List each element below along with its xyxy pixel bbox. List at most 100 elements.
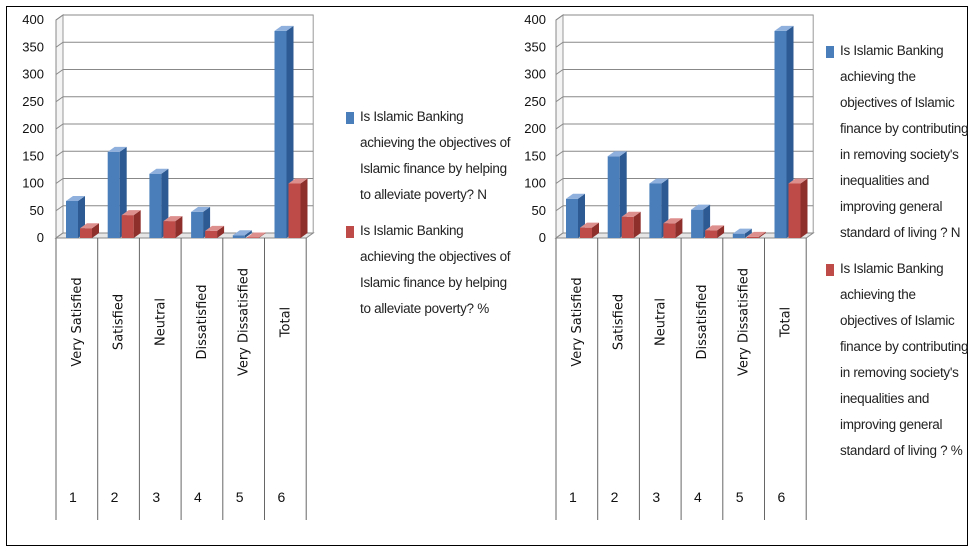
bar-pct: [705, 225, 725, 238]
legend-right: Is Islamic Banking achieving the objecti…: [826, 38, 976, 470]
bar-pct: [205, 225, 225, 238]
bar-n-front: [732, 233, 745, 238]
bar-n-front: [232, 235, 245, 238]
x-category-label: Neutral: [653, 298, 668, 346]
bar-n: [774, 25, 794, 239]
x-index-label: 2: [111, 489, 119, 505]
x-index-label: 1: [69, 489, 77, 505]
y-tick-label: 50: [30, 203, 44, 218]
bar-n-side: [244, 230, 252, 238]
y-tick-label: 400: [22, 12, 44, 27]
bar-n-front: [191, 211, 204, 238]
bar-pct-front: [663, 223, 676, 238]
bar-pct-side: [633, 211, 641, 238]
bar-pct-top: [788, 178, 808, 184]
bar-pct-front: [205, 230, 218, 238]
bar-n-top: [649, 178, 669, 184]
bar-n-front: [149, 173, 162, 238]
bar-n-front: [566, 198, 578, 238]
x-index-label: 4: [194, 489, 202, 505]
gridline: [555, 69, 564, 75]
y-tick-label: 50: [532, 203, 546, 218]
bar-pct-top: [288, 178, 308, 184]
x-index-label: 3: [152, 489, 160, 505]
bar-pct-side: [217, 225, 225, 238]
x-index-label: 5: [736, 489, 744, 505]
legend-entry-pct: Is Islamic Banking achieving the objecti…: [826, 256, 976, 464]
x-index-label: 5: [236, 489, 244, 505]
y-tick-label: 300: [22, 67, 44, 82]
bar-pct: [621, 211, 641, 238]
x-index-label: 1: [569, 489, 577, 505]
gridline: [555, 178, 564, 184]
y-tick-label: 200: [22, 121, 44, 136]
bar-pct-front: [580, 227, 592, 238]
bar-n-top: [691, 204, 711, 210]
bar-pct: [580, 222, 599, 238]
bar-pct-top: [205, 225, 225, 231]
bar-pct-side: [133, 210, 141, 238]
bar-pct-side: [592, 222, 599, 238]
gridline: [555, 14, 564, 21]
chart-right: 0 50 100 150 200 250 300 350 400 Very Satisfied 1 S…: [524, 12, 815, 520]
bar-n-front: [774, 30, 787, 239]
bar-pct: [663, 218, 683, 238]
legend-label: Is Islamic Banking achieving the objecti…: [840, 43, 969, 240]
chart-left: 0 50 100 150 200 250 300 350 400 Very Satisfied 1 S…: [22, 12, 315, 520]
x-category-label: Dissatisfied: [695, 284, 710, 359]
gridline: [555, 150, 564, 157]
bar-pct-top: [621, 211, 641, 217]
y-tick-label: 150: [22, 148, 44, 163]
y-tick-label: 250: [524, 94, 546, 109]
bar-pct: [746, 231, 766, 238]
bar-pct: [788, 178, 808, 238]
bar-pct-front: [621, 216, 634, 238]
legend-swatch-n: [826, 46, 834, 58]
bar-pct-top: [80, 223, 99, 229]
bar-n-top: [774, 25, 794, 31]
y-tick-label: 300: [524, 67, 546, 82]
y-tick-label: 0: [37, 230, 44, 245]
bar-n: [607, 151, 627, 238]
legend-label: Is Islamic Banking achieving the objecti…: [840, 261, 969, 458]
bar-n-front: [607, 156, 620, 238]
x-category-label: Satisfied: [112, 294, 127, 350]
bar-pct-top: [121, 210, 141, 216]
gridline: [555, 123, 564, 130]
legend-swatch-pct: [346, 226, 354, 238]
bar-n-side: [744, 228, 752, 238]
bar-pct-side: [717, 225, 725, 238]
bar-n-top: [732, 228, 752, 234]
x-category-label: Total: [278, 307, 293, 338]
bar-pct-side: [800, 178, 808, 238]
y-tick-label: 100: [22, 176, 44, 191]
legend-label: Is Islamic Banking achieving the objecti…: [360, 109, 511, 202]
bar-pct-front: [705, 230, 718, 238]
gridline: [55, 178, 64, 184]
bar-pct-top: [705, 225, 725, 231]
x-category-label: Very Satisfied: [70, 277, 85, 366]
gridline: [55, 150, 64, 157]
x-category-label: Very Dissatisfied: [737, 268, 752, 376]
legend-label: Is Islamic Banking achieving the objecti…: [360, 223, 511, 316]
y-tick-label: 350: [524, 39, 546, 54]
bar-pct: [163, 216, 183, 238]
x-category-label: Very Dissatisfied: [237, 268, 252, 376]
x-category-label: Total: [778, 307, 793, 338]
bar-pct-front: [163, 221, 176, 238]
bar-n-front: [107, 151, 120, 238]
bar-pct-side: [758, 231, 766, 238]
gridline: [55, 69, 64, 75]
bar-pct-top: [163, 216, 183, 222]
y-tick-label: 200: [524, 121, 546, 136]
x-index-label: 2: [611, 489, 619, 505]
x-category-label: Very Satisfied: [570, 277, 585, 366]
x-category-label: Neutral: [153, 298, 168, 346]
bar-pct-front: [788, 183, 801, 238]
x-index-label: 4: [694, 489, 702, 505]
legend-swatch-n: [346, 112, 354, 124]
bar-n-top: [191, 206, 211, 212]
y-tick-label: 400: [524, 12, 546, 27]
gridline: [55, 123, 64, 130]
bar-pct-side: [258, 232, 266, 238]
